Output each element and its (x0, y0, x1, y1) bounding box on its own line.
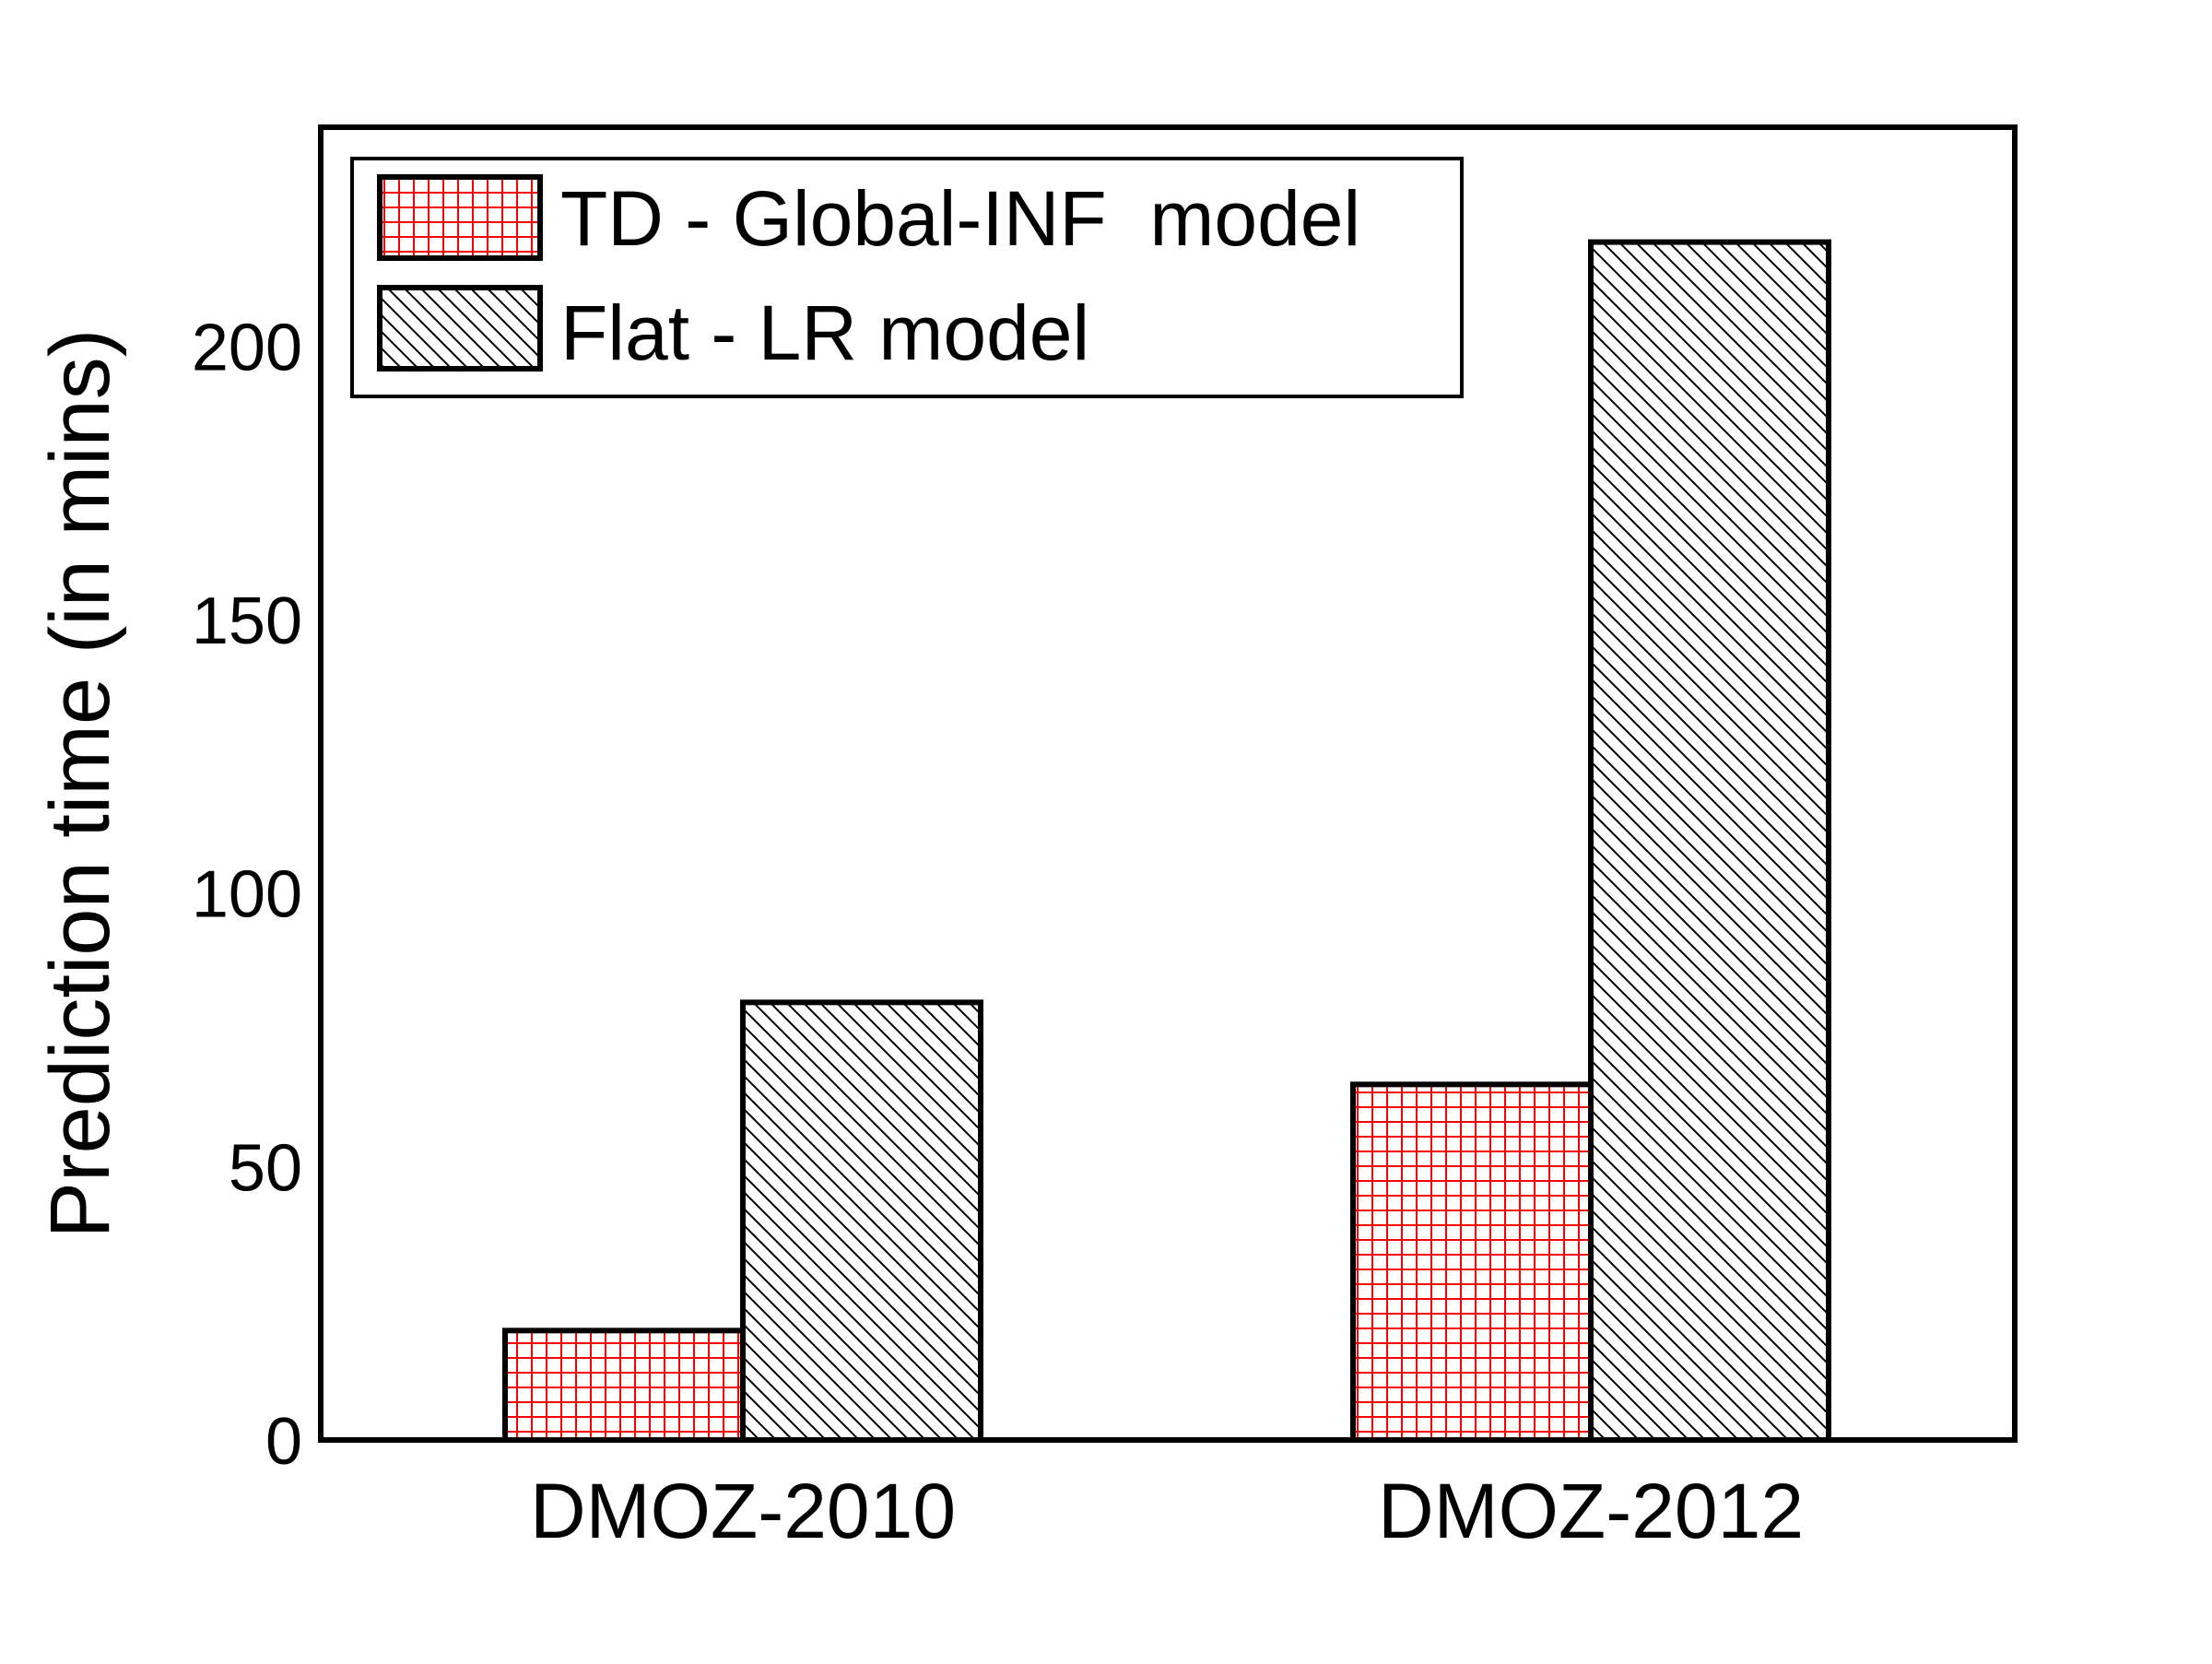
y-axis-title: Prediction time (in mins) (33, 329, 127, 1239)
y-tick-label-100: 100 (192, 858, 302, 932)
y-tick-label-0: 0 (265, 1405, 302, 1479)
legend-label-td-global-inf: TD - Global-INF model (560, 175, 1360, 262)
y-tick-label-200: 200 (192, 311, 302, 384)
bars-layer (502, 239, 1831, 1444)
y-tick-label-150: 150 (192, 584, 302, 658)
plot-frame (318, 124, 2018, 1443)
legend-label-flat-lr: Flat - LR model (560, 289, 1089, 376)
bar-flat-lr-model-dmoz-2010 (740, 999, 983, 1444)
legend: TD - Global-INF model Flat - LR model (350, 157, 1464, 398)
legend-swatch-flat-lr (377, 285, 543, 372)
bar-flat-lr-model-dmoz-2012 (1588, 239, 1831, 1444)
x-tick-label-dmoz-2010: DMOZ-2010 (530, 1468, 956, 1554)
y-tick-label-50: 50 (229, 1131, 302, 1205)
bar-td-global-inf-model-dmoz-2010 (502, 1328, 746, 1444)
legend-swatch-td-global-inf (377, 174, 543, 261)
x-tick-label-dmoz-2012: DMOZ-2012 (1378, 1468, 1804, 1554)
y-axis-ticks: 0 50 100 150 200 (192, 311, 302, 1479)
bar-td-global-inf-model-dmoz-2012 (1350, 1081, 1594, 1444)
